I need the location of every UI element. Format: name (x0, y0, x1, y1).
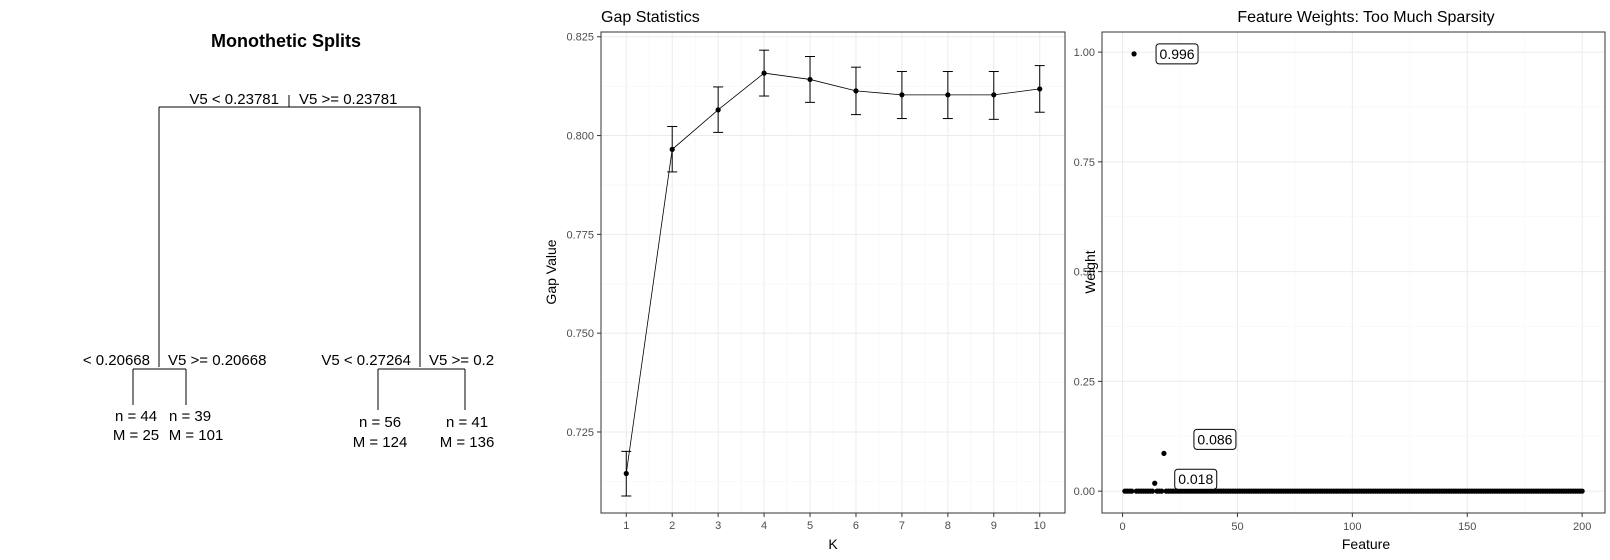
tree-panel: Monothetic Splits V5 < 0.23781 V5 >= 0.2… (83, 31, 494, 451)
gap-y-axis-title: Gap Value (543, 239, 559, 304)
tree-leaf4-m: M = 136 (440, 434, 495, 451)
tree-left-split-left-label: < 0.20668 (83, 352, 150, 369)
gap-x-tick-label: 2 (669, 520, 675, 532)
fw-y-axis-title: Weight (1082, 250, 1098, 293)
gap-x-tick-label: 4 (761, 520, 767, 532)
tree-leaf3-m: M = 124 (353, 434, 408, 451)
fw-annotation: 0.996 (1155, 43, 1199, 65)
tree-leaf2-n: n = 39 (169, 408, 211, 425)
fw-x-axis-title: Feature (1342, 536, 1390, 552)
gap-x-tick-label: 9 (991, 520, 997, 532)
fw-annotation: 0.086 (1193, 428, 1237, 450)
gap-x-tick-label: 5 (807, 520, 813, 532)
fw-zero-point (1579, 488, 1585, 494)
gap-y-tick-label: 0.825 (566, 32, 594, 44)
gap-x-tick-label: 6 (853, 520, 859, 532)
tree-root-right-label: V5 >= 0.23781 (299, 91, 397, 108)
gap-series-line (625, 72, 1040, 474)
gap-point (899, 92, 905, 98)
gap-marks (621, 49, 1045, 497)
gap-grid (601, 32, 1065, 513)
tree-leaf3-n: n = 56 (359, 414, 401, 431)
gap-y-tick-label: 0.725 (566, 427, 594, 439)
fw-point (1161, 450, 1167, 456)
tree-leaf1-m: M = 25 (113, 427, 159, 444)
fw-y-tick-label: 0.50 (1074, 267, 1095, 279)
gap-point (761, 70, 767, 76)
fw-annotation-label: 0.018 (1178, 471, 1213, 487)
fw-zero-point (1149, 488, 1156, 494)
fw-axes: 0 50 100 150 200 0.00 0.25 0.50 0.75 1.00 (1074, 47, 1592, 533)
fw-zero-point (1129, 488, 1135, 494)
gap-point (623, 470, 629, 477)
gap-point (715, 107, 721, 113)
fw-x-tick-label: 100 (1343, 521, 1361, 533)
gap-point (945, 92, 951, 98)
fw-x-tick-label: 200 (1573, 521, 1591, 533)
gap-x-tick-label: 10 (1034, 520, 1046, 532)
gap-chart-panel: Gap Statistics 1 2 3 4 5 6 7 8 9 10 0.725 0.750 0.77… (543, 9, 1066, 552)
fw-y-tick-label: 0.75 (1074, 157, 1095, 169)
tree-title: Monothetic Splits (211, 31, 361, 51)
tree-leaf2-m: M = 101 (169, 427, 224, 444)
fw-grid (1102, 32, 1605, 513)
tree-right-split-right-label: V5 >= 0.2 (429, 352, 494, 369)
tree-root-left-label: V5 < 0.23781 (189, 91, 279, 108)
gap-point (1037, 86, 1043, 92)
fw-annotation-box (1193, 428, 1237, 450)
gap-x-tick-label: 1 (623, 520, 629, 532)
fw-annotation: 0.018 (1174, 468, 1218, 490)
gap-chart-title: Gap Statistics (601, 9, 700, 26)
gap-y-tick-label: 0.800 (566, 131, 594, 143)
fw-y-tick-label: 1.00 (1074, 47, 1095, 59)
gap-point (991, 92, 997, 98)
tree-leaf1-n: n = 44 (115, 408, 157, 425)
fw-plot-border (1101, 31, 1606, 514)
fw-x-tick-label: 50 (1231, 521, 1243, 533)
fw-chart-title: Feature Weights: Too Much Sparsity (1237, 9, 1494, 26)
gap-y-tick-label: 0.750 (566, 328, 594, 340)
fw-x-tick-label: 0 (1120, 521, 1126, 533)
fw-zero-point (1159, 488, 1165, 494)
gap-axes: 1 2 3 4 5 6 7 8 9 10 0.725 0.750 0.775 0.800 0.825 (566, 32, 1045, 532)
tree-leaf4-n: n = 41 (446, 414, 488, 431)
gap-x-tick-label: 3 (715, 520, 721, 532)
fw-marks: 0.996 0.086 0.018 (1122, 43, 1585, 494)
gap-x-tick-label: 7 (899, 520, 905, 532)
fw-y-tick-label: 0.25 (1074, 376, 1095, 388)
feature-weight-chart-panel: Feature Weights: Too Much Sparsity 0.996… (1074, 9, 1606, 552)
tree-right-split-left-label: V5 < 0.27264 (321, 352, 411, 369)
gap-y-tick-label: 0.775 (566, 229, 594, 241)
gap-plot-border (600, 31, 1066, 514)
tree-left-split-right-label: V5 >= 0.20668 (168, 352, 266, 369)
fw-annotation-label: 0.086 (1197, 431, 1232, 447)
fw-annotation-box (1174, 468, 1218, 490)
fw-y-tick-label: 0.00 (1074, 486, 1095, 498)
gap-x-axis-title: K (828, 536, 838, 552)
fw-x-tick-label: 150 (1458, 521, 1476, 533)
fw-annotation-box (1155, 43, 1199, 65)
gap-point (669, 146, 675, 152)
fw-annotation-label: 0.996 (1160, 46, 1195, 62)
gap-x-tick-label: 8 (945, 520, 951, 532)
gap-point (853, 88, 859, 94)
fw-point (1131, 51, 1137, 57)
fw-point (1152, 480, 1158, 486)
gap-point (807, 76, 813, 83)
